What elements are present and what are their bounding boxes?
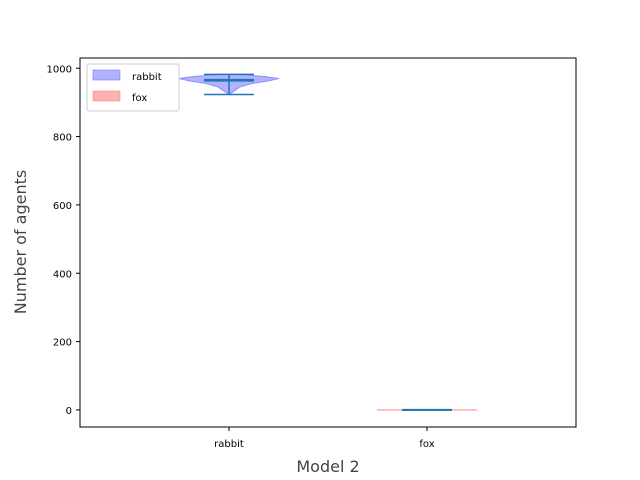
plot-frame — [79, 57, 577, 428]
legend: rabbit fox — [86, 63, 180, 112]
x-tick-label: fox — [419, 439, 434, 450]
y-tick-label: 0 — [66, 406, 72, 417]
y-tick-label: 400 — [53, 269, 72, 280]
legend-swatch-fox — [92, 90, 121, 102]
y-tick-label: 200 — [53, 338, 72, 349]
y-axis: 0 200 400 600 800 1000 — [47, 64, 80, 417]
legend-swatch-rabbit — [92, 69, 121, 81]
y-tick-label: 1000 — [47, 64, 72, 75]
x-axis-label: Model 2 — [296, 457, 359, 476]
median-lines — [204, 73, 452, 411]
x-tick-label: rabbit — [214, 439, 244, 450]
y-tick-label: 800 — [53, 133, 72, 144]
legend-label-fox: fox — [132, 93, 147, 104]
legend-label-rabbit: rabbit — [132, 72, 162, 83]
y-tick-label: 600 — [53, 201, 72, 212]
x-axis: rabbit fox — [214, 427, 435, 450]
y-axis-label: Number of agents — [11, 170, 30, 314]
